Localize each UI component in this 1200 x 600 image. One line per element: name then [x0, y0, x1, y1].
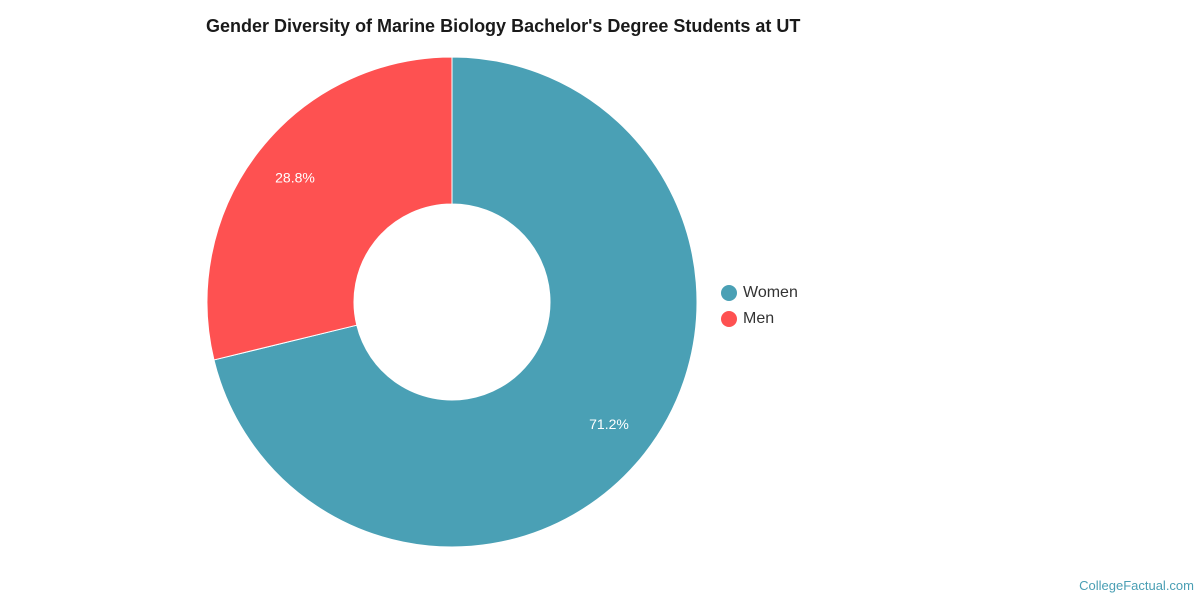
data-labels-group: 71.2% 28.8%: [275, 169, 629, 432]
slices-group: [206, 56, 698, 548]
chart-title: Gender Diversity of Marine Biology Bache…: [206, 16, 801, 36]
legend-swatch-men: [721, 311, 737, 327]
source-credit[interactable]: CollegeFactual.com: [1079, 578, 1194, 593]
legend-label-women: Women: [743, 284, 798, 301]
legend-item-men[interactable]: Men: [721, 306, 798, 332]
slice-men[interactable]: [206, 56, 453, 361]
data-label-women: 71.2%: [589, 416, 629, 432]
legend-item-women[interactable]: Women: [721, 280, 798, 306]
data-label-men: 28.8%: [275, 169, 315, 185]
slice-women[interactable]: [213, 56, 698, 548]
legend: Women Men: [721, 280, 798, 332]
legend-label-men: Men: [743, 310, 775, 327]
legend-swatch-women: [721, 285, 737, 301]
